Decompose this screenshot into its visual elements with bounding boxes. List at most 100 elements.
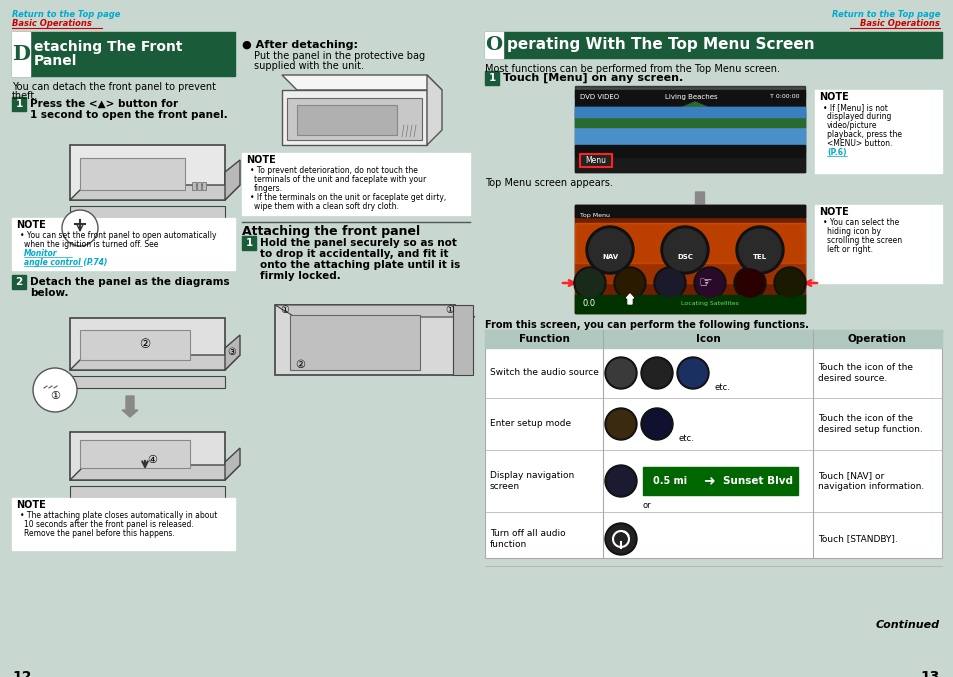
Text: scrolling the screen: scrolling the screen bbox=[826, 236, 902, 245]
Bar bbox=[12, 275, 26, 289]
FancyArrow shape bbox=[690, 192, 708, 217]
Text: Most functions can be performed from the Top Menu screen.: Most functions can be performed from the… bbox=[484, 64, 780, 74]
Bar bbox=[242, 236, 255, 250]
Bar bbox=[575, 107, 804, 117]
Text: 2: 2 bbox=[15, 277, 23, 287]
Bar bbox=[287, 98, 421, 140]
Text: Detach the panel as the diagrams: Detach the panel as the diagrams bbox=[30, 277, 230, 287]
Text: playback, press the: playback, press the bbox=[826, 130, 901, 139]
Text: Touch [NAV] or
navigation information.: Touch [NAV] or navigation information. bbox=[817, 471, 923, 491]
Bar bbox=[70, 486, 225, 498]
Bar bbox=[575, 112, 804, 127]
Bar bbox=[12, 218, 234, 270]
Polygon shape bbox=[70, 185, 240, 200]
Circle shape bbox=[606, 359, 635, 387]
Bar bbox=[814, 90, 941, 173]
Circle shape bbox=[679, 359, 706, 387]
Text: TEL: TEL bbox=[752, 254, 766, 260]
Text: theft.: theft. bbox=[12, 91, 38, 101]
Text: supplied with the unit.: supplied with the unit. bbox=[253, 61, 364, 71]
Bar bbox=[484, 32, 502, 58]
Text: etc.: etc. bbox=[679, 434, 694, 443]
Bar bbox=[296, 105, 396, 135]
Text: Return to the Top page: Return to the Top page bbox=[831, 10, 939, 19]
Text: Panel: Panel bbox=[34, 54, 77, 68]
Text: O: O bbox=[485, 36, 502, 54]
FancyArrow shape bbox=[626, 294, 633, 304]
Polygon shape bbox=[70, 355, 240, 370]
Circle shape bbox=[735, 269, 763, 297]
Text: ④: ④ bbox=[147, 455, 157, 465]
Text: Living Beaches: Living Beaches bbox=[664, 94, 717, 100]
Text: • If [Menu] is not: • If [Menu] is not bbox=[822, 103, 887, 112]
Text: to drop it accidentally, and fit it: to drop it accidentally, and fit it bbox=[260, 249, 448, 259]
Text: Hold the panel securely so as not: Hold the panel securely so as not bbox=[260, 238, 456, 248]
Bar bbox=[70, 318, 225, 370]
Text: 1: 1 bbox=[488, 73, 496, 83]
Text: 1: 1 bbox=[245, 238, 253, 248]
Bar bbox=[282, 90, 427, 145]
Text: Touch the icon of the
desired source.: Touch the icon of the desired source. bbox=[817, 364, 912, 383]
Circle shape bbox=[606, 467, 635, 495]
Bar bbox=[12, 32, 30, 76]
Circle shape bbox=[585, 226, 634, 274]
Circle shape bbox=[33, 368, 77, 412]
Text: 0.0: 0.0 bbox=[582, 299, 596, 309]
Circle shape bbox=[640, 357, 672, 389]
Text: 1: 1 bbox=[15, 99, 23, 109]
Bar bbox=[579, 154, 612, 167]
Circle shape bbox=[604, 408, 637, 440]
Text: ● After detaching:: ● After detaching: bbox=[242, 40, 357, 50]
Text: Display navigation
screen: Display navigation screen bbox=[490, 471, 574, 491]
Polygon shape bbox=[427, 75, 441, 145]
Bar bbox=[575, 90, 804, 172]
Text: NOTE: NOTE bbox=[246, 155, 275, 165]
Bar bbox=[484, 330, 941, 348]
Text: 13: 13 bbox=[920, 670, 939, 677]
Circle shape bbox=[735, 226, 783, 274]
Text: • The attaching plate closes automatically in about: • The attaching plate closes automatical… bbox=[20, 511, 217, 520]
Circle shape bbox=[62, 210, 98, 246]
Text: NOTE: NOTE bbox=[16, 220, 46, 230]
Text: terminals of the unit and faceplate with your: terminals of the unit and faceplate with… bbox=[253, 175, 426, 184]
Circle shape bbox=[614, 267, 645, 299]
Circle shape bbox=[642, 410, 670, 438]
Circle shape bbox=[574, 267, 605, 299]
Bar bbox=[290, 315, 419, 370]
Text: ➜: ➜ bbox=[702, 474, 714, 488]
Bar bbox=[575, 145, 804, 157]
Text: T 0:00:00: T 0:00:00 bbox=[770, 94, 800, 99]
Text: Press the <▲> button for: Press the <▲> button for bbox=[30, 99, 178, 109]
Polygon shape bbox=[274, 305, 475, 317]
Text: NOTE: NOTE bbox=[16, 500, 46, 510]
Text: Switch the audio source: Switch the audio source bbox=[490, 368, 598, 378]
Circle shape bbox=[773, 267, 805, 299]
Text: 12: 12 bbox=[12, 670, 31, 677]
Text: fingers.: fingers. bbox=[253, 184, 283, 193]
Text: Monitor: Monitor bbox=[24, 249, 57, 258]
Text: Top Menu screen appears.: Top Menu screen appears. bbox=[484, 178, 612, 188]
Circle shape bbox=[696, 269, 723, 297]
Text: ☞: ☞ bbox=[698, 276, 711, 290]
Text: ②: ② bbox=[139, 338, 151, 351]
Text: You can detach the front panel to prevent: You can detach the front panel to preven… bbox=[12, 82, 215, 92]
Circle shape bbox=[739, 229, 781, 271]
Polygon shape bbox=[635, 102, 754, 127]
Circle shape bbox=[733, 267, 765, 299]
Bar bbox=[484, 71, 498, 85]
Polygon shape bbox=[225, 335, 240, 370]
Bar bbox=[274, 305, 455, 375]
Bar bbox=[196, 182, 201, 190]
Circle shape bbox=[576, 269, 603, 297]
Bar bbox=[814, 205, 941, 283]
Text: etc.: etc. bbox=[714, 383, 730, 392]
Bar bbox=[202, 182, 206, 190]
Polygon shape bbox=[70, 465, 240, 480]
Bar bbox=[575, 295, 804, 313]
Circle shape bbox=[775, 269, 803, 297]
Bar bbox=[575, 205, 804, 313]
Bar bbox=[70, 145, 225, 200]
Text: ①: ① bbox=[50, 391, 60, 401]
Text: displayed during: displayed during bbox=[826, 112, 890, 121]
Text: 1 second to open the front panel.: 1 second to open the front panel. bbox=[30, 110, 228, 120]
